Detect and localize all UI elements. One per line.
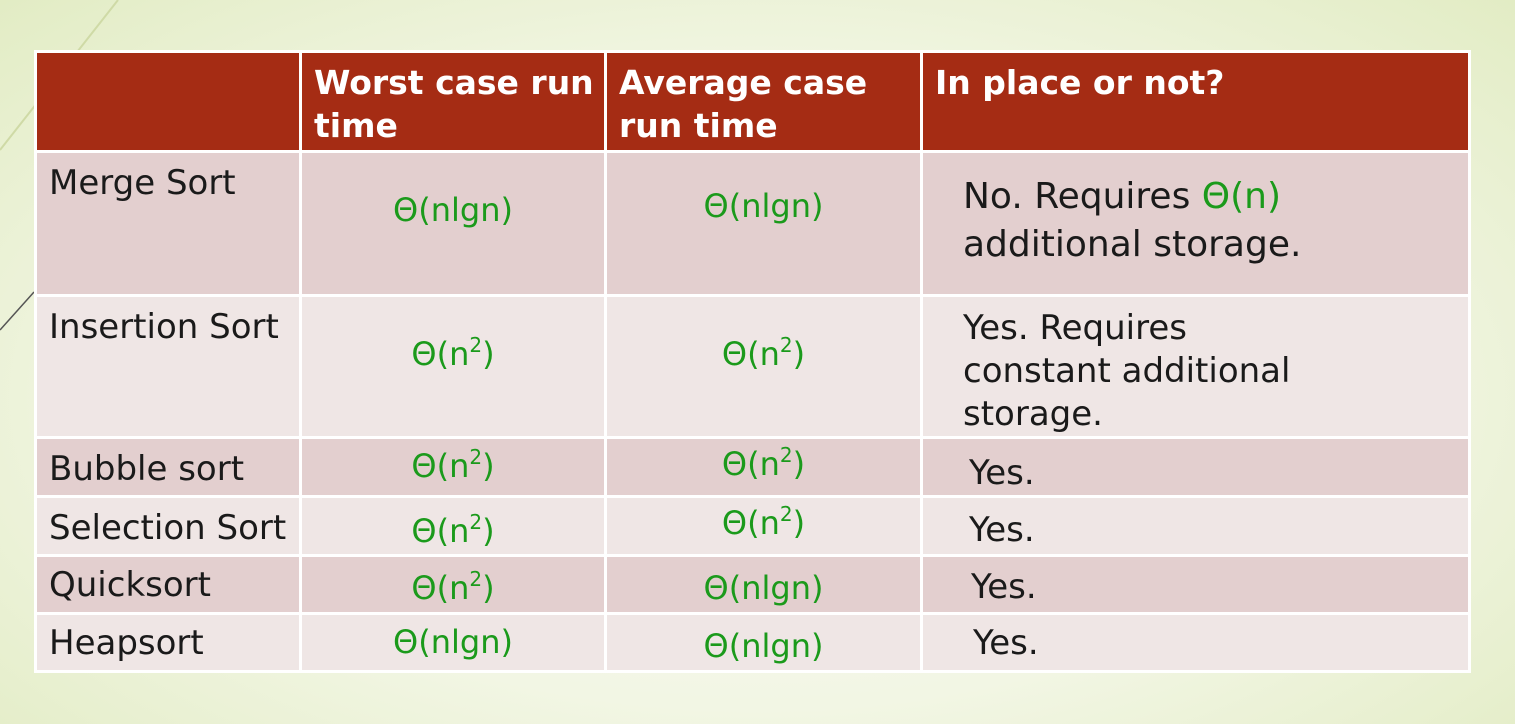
header-cell-worst-case: Worst case run time [299,50,607,153]
in-place-cell: Yes. [920,612,1471,673]
algorithm-cell: Quicksort [34,554,302,615]
table-row: Insertion Sort Θ(n2) Θ(n2) Yes. Requires… [34,294,1471,439]
algorithm-cell: Heapsort [34,612,302,673]
worst-case-cell: Θ(n2) [299,294,607,439]
in-place-cell: Yes. [920,554,1471,615]
average-case-cell: Θ(n2) [604,294,923,439]
table-row: Quicksort Θ(n2) Θ(nlgn) Yes. [34,554,1471,615]
table-row: Heapsort Θ(nlgn) Θ(nlgn) Yes. [34,612,1471,673]
algorithm-cell: Merge Sort [34,150,302,297]
header-cell-average-case: Average case run time [604,50,923,153]
in-place-cell: Yes. Requires constant additional storag… [920,294,1471,439]
table-header-row: Worst case run time Average case run tim… [34,50,1471,153]
in-place-cell: Yes. [920,436,1471,498]
in-place-cell: Yes. [920,495,1471,557]
table-row: Merge Sort Θ(nlgn) Θ(nlgn) No. Requires … [34,150,1471,297]
algorithm-cell: Insertion Sort [34,294,302,439]
algorithm-cell: Bubble sort [34,436,302,498]
header-cell-blank [34,50,302,153]
table-row: Selection Sort Θ(n2) Θ(n2) Yes. [34,495,1471,557]
average-case-cell: Θ(n2) [604,436,923,498]
sorting-comparison-table: Worst case run time Average case run tim… [34,50,1471,673]
in-place-cell: No. Requires Θ(n) additional storage. [920,150,1471,297]
header-cell-in-place: In place or not? [920,50,1471,153]
average-case-cell: Θ(nlgn) [604,612,923,673]
worst-case-cell: Θ(nlgn) [299,612,607,673]
worst-case-cell: Θ(n2) [299,436,607,498]
worst-case-cell: Θ(n2) [299,554,607,615]
average-case-cell: Θ(nlgn) [604,150,923,297]
table-row: Bubble sort Θ(n2) Θ(n2) Yes. [34,436,1471,498]
worst-case-cell: Θ(n2) [299,495,607,557]
average-case-cell: Θ(nlgn) [604,554,923,615]
worst-case-cell: Θ(nlgn) [299,150,607,297]
algorithm-cell: Selection Sort [34,495,302,557]
average-case-cell: Θ(n2) [604,495,923,557]
